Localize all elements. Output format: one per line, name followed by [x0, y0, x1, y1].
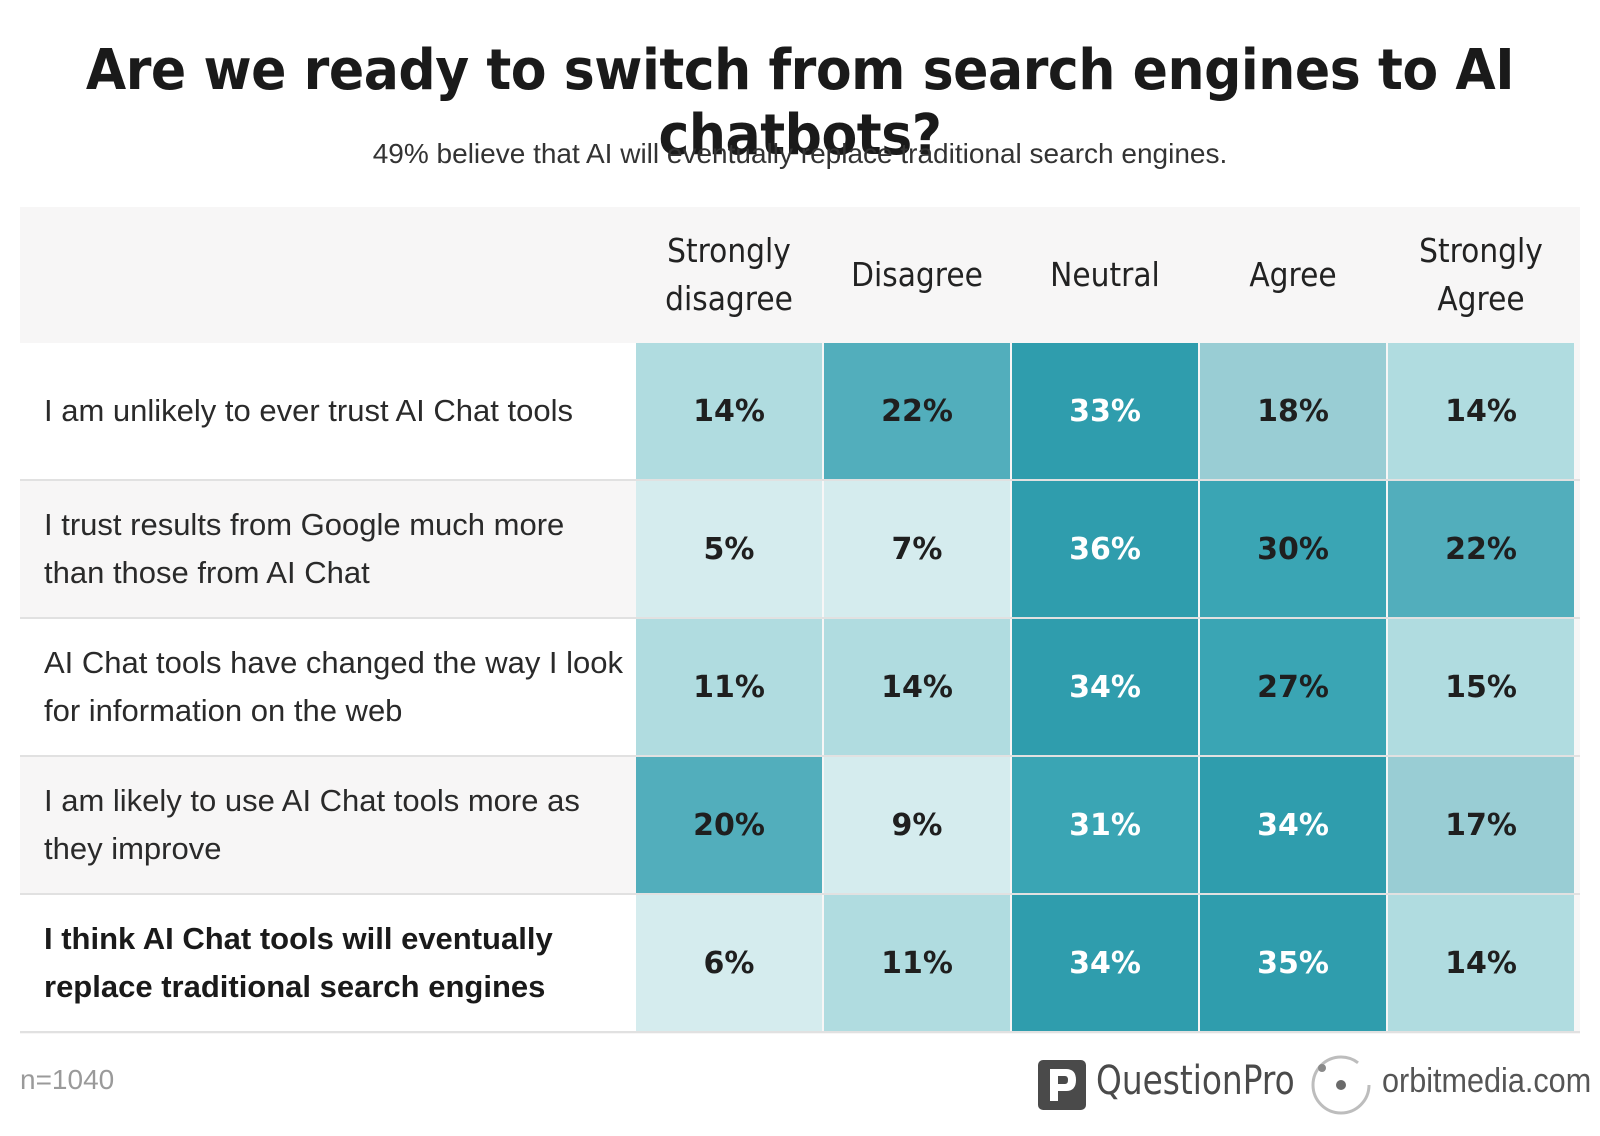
heatmap-cell: 22% [1388, 481, 1574, 617]
heatmap-cell: 33% [1012, 343, 1198, 479]
heatmap-cell: 17% [1388, 757, 1574, 893]
heatmap-cell: 34% [1200, 757, 1386, 893]
heatmap-cell: 9% [824, 757, 1010, 893]
heatmap-cell: 6% [636, 895, 822, 1031]
column-header: Strongly Agree [1419, 231, 1543, 318]
heatmap-cell: 20% [636, 757, 822, 893]
questionpro-brand: QuestionPro [1096, 1058, 1295, 1104]
row-divider [20, 893, 1580, 895]
heatmap-cell: 14% [1388, 343, 1574, 479]
heatmap-cell: 18% [1200, 343, 1386, 479]
heatmap-cell: 36% [1012, 481, 1198, 617]
column-header: Neutral [1050, 255, 1160, 294]
row-background [20, 757, 636, 893]
row-background [20, 619, 636, 755]
chart-title: Are we ready to switch from search engin… [85, 38, 1515, 168]
column-header: Strongly disagree [665, 231, 793, 318]
heatmap-cell: 31% [1012, 757, 1198, 893]
heatmap-cell: 5% [636, 481, 822, 617]
heatmap-cell: 14% [636, 343, 822, 479]
row-background [20, 481, 636, 617]
row-divider [20, 479, 1580, 481]
heatmap-cell: 14% [1388, 895, 1574, 1031]
column-header: Disagree [851, 255, 983, 294]
row-divider [20, 755, 1580, 757]
heatmap-cell: 34% [1012, 619, 1198, 755]
row-divider [20, 1031, 1580, 1033]
heatmap-cell: 30% [1200, 481, 1386, 617]
orbitmedia-logo-icon [1310, 1054, 1372, 1116]
row-label: I am likely to use AI Chat tools more as… [44, 783, 580, 866]
heatmap-cell: 34% [1012, 895, 1198, 1031]
column-header: Agree [1249, 255, 1337, 294]
questionpro-logo-icon [1038, 1060, 1086, 1110]
orbitmedia-brand: orbitmedia.com [1382, 1062, 1592, 1100]
heatmap-cell: 11% [636, 619, 822, 755]
row-label: I think AI Chat tools will eventually re… [44, 921, 553, 1004]
sample-size: n=1040 [20, 1064, 115, 1095]
heatmap-cell: 22% [824, 343, 1010, 479]
heatmap-cell: 15% [1388, 619, 1574, 755]
row-label: I trust results from Google much more th… [44, 507, 565, 590]
heatmap-cell: 35% [1200, 895, 1386, 1031]
heatmap-cell: 7% [824, 481, 1010, 617]
row-background [20, 895, 636, 1031]
row-label: I am unlikely to ever trust AI Chat tool… [44, 393, 573, 428]
heatmap-cell: 27% [1200, 619, 1386, 755]
row-background [20, 343, 636, 479]
heatmap-cell: 14% [824, 619, 1010, 755]
row-divider [20, 617, 1580, 619]
heatmap-cell: 11% [824, 895, 1010, 1031]
row-label: AI Chat tools have changed the way I loo… [44, 645, 624, 728]
chart-subtitle: 49% believe that AI will eventually repl… [372, 138, 1228, 169]
